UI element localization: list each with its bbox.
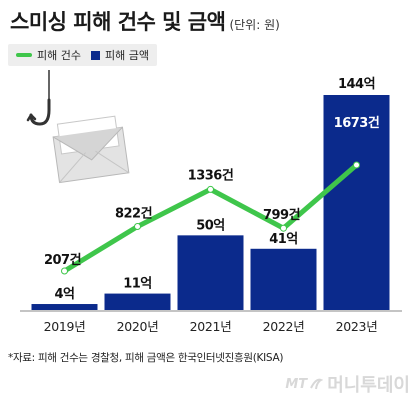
bar-2021년 xyxy=(177,235,244,310)
line-point-2023년 xyxy=(353,161,360,169)
footnote: *자료: 피해 건수는 경찰청, 피해 금액은 한국인터넷진흥원(KISA) xyxy=(8,352,284,364)
legend-item-count: 피해 건수 xyxy=(16,47,81,63)
brand-name: 머니투데이 xyxy=(327,375,410,396)
legend-box-swatch xyxy=(90,50,100,60)
legend-line-swatch xyxy=(16,53,32,57)
bar-2023년 xyxy=(323,95,390,310)
line-label-2022년: 799건 xyxy=(263,207,300,223)
title-text: 스미싱 피해 건수 및 금액 xyxy=(10,10,226,34)
x-tick-2020년: 2020년 xyxy=(117,319,159,334)
bar-label-2022년: 41억 xyxy=(269,232,298,247)
line-label-2020년: 822건 xyxy=(115,206,152,222)
line-point-2019년 xyxy=(61,267,68,275)
bar-label-2021년: 50억 xyxy=(196,218,225,233)
bar-label-2019년: 4억 xyxy=(54,287,74,302)
bars-layer xyxy=(31,95,390,310)
legend-item-amount: 피해 금액 xyxy=(90,47,149,63)
unit-note: (단위: 원) xyxy=(229,18,280,32)
brand-logo: MT 머니투데이 xyxy=(285,371,410,397)
bar-value-labels: 4억 11억 50억 41억 144억 xyxy=(54,77,375,302)
legend-label-amount: 피해 금액 xyxy=(104,49,149,62)
line-value-labels: 207건 822건 1336건 799건 1673건 xyxy=(44,115,380,268)
bar-2022년 xyxy=(250,248,317,310)
x-tick-2019년: 2019년 xyxy=(44,319,86,334)
bar-2020년 xyxy=(104,293,171,310)
line-label-2019년: 207건 xyxy=(44,252,81,268)
x-tick-2022년: 2022년 xyxy=(263,319,305,334)
bar-label-2020년: 11억 xyxy=(123,277,152,292)
brand-mt: MT xyxy=(285,376,308,392)
x-tick-2023년: 2023년 xyxy=(336,319,378,334)
bar-2019년 xyxy=(31,304,98,310)
line-point-2022년 xyxy=(280,224,287,232)
line-label-2021년: 1336건 xyxy=(188,167,234,183)
line-point-2021년 xyxy=(207,185,214,193)
envelope-on-fishing-hook-icon xyxy=(26,70,130,184)
bar-label-2023년: 144억 xyxy=(338,77,375,92)
line-label-2023년: 1673건 xyxy=(334,115,380,131)
chart-title: 스미싱 피해 건수 및 금액 (단위: 원) xyxy=(10,6,280,36)
legend: 피해 건수 피해 금액 xyxy=(8,44,157,66)
line-point-2020년 xyxy=(134,223,141,231)
legend-label-count: 피해 건수 xyxy=(37,49,81,62)
swoosh-icon xyxy=(310,378,324,390)
x-tick-labels: 2019년 2020년 2021년 2022년 2023년 xyxy=(44,319,378,334)
x-tick-2021년: 2021년 xyxy=(190,319,232,334)
line-layer xyxy=(61,161,360,275)
